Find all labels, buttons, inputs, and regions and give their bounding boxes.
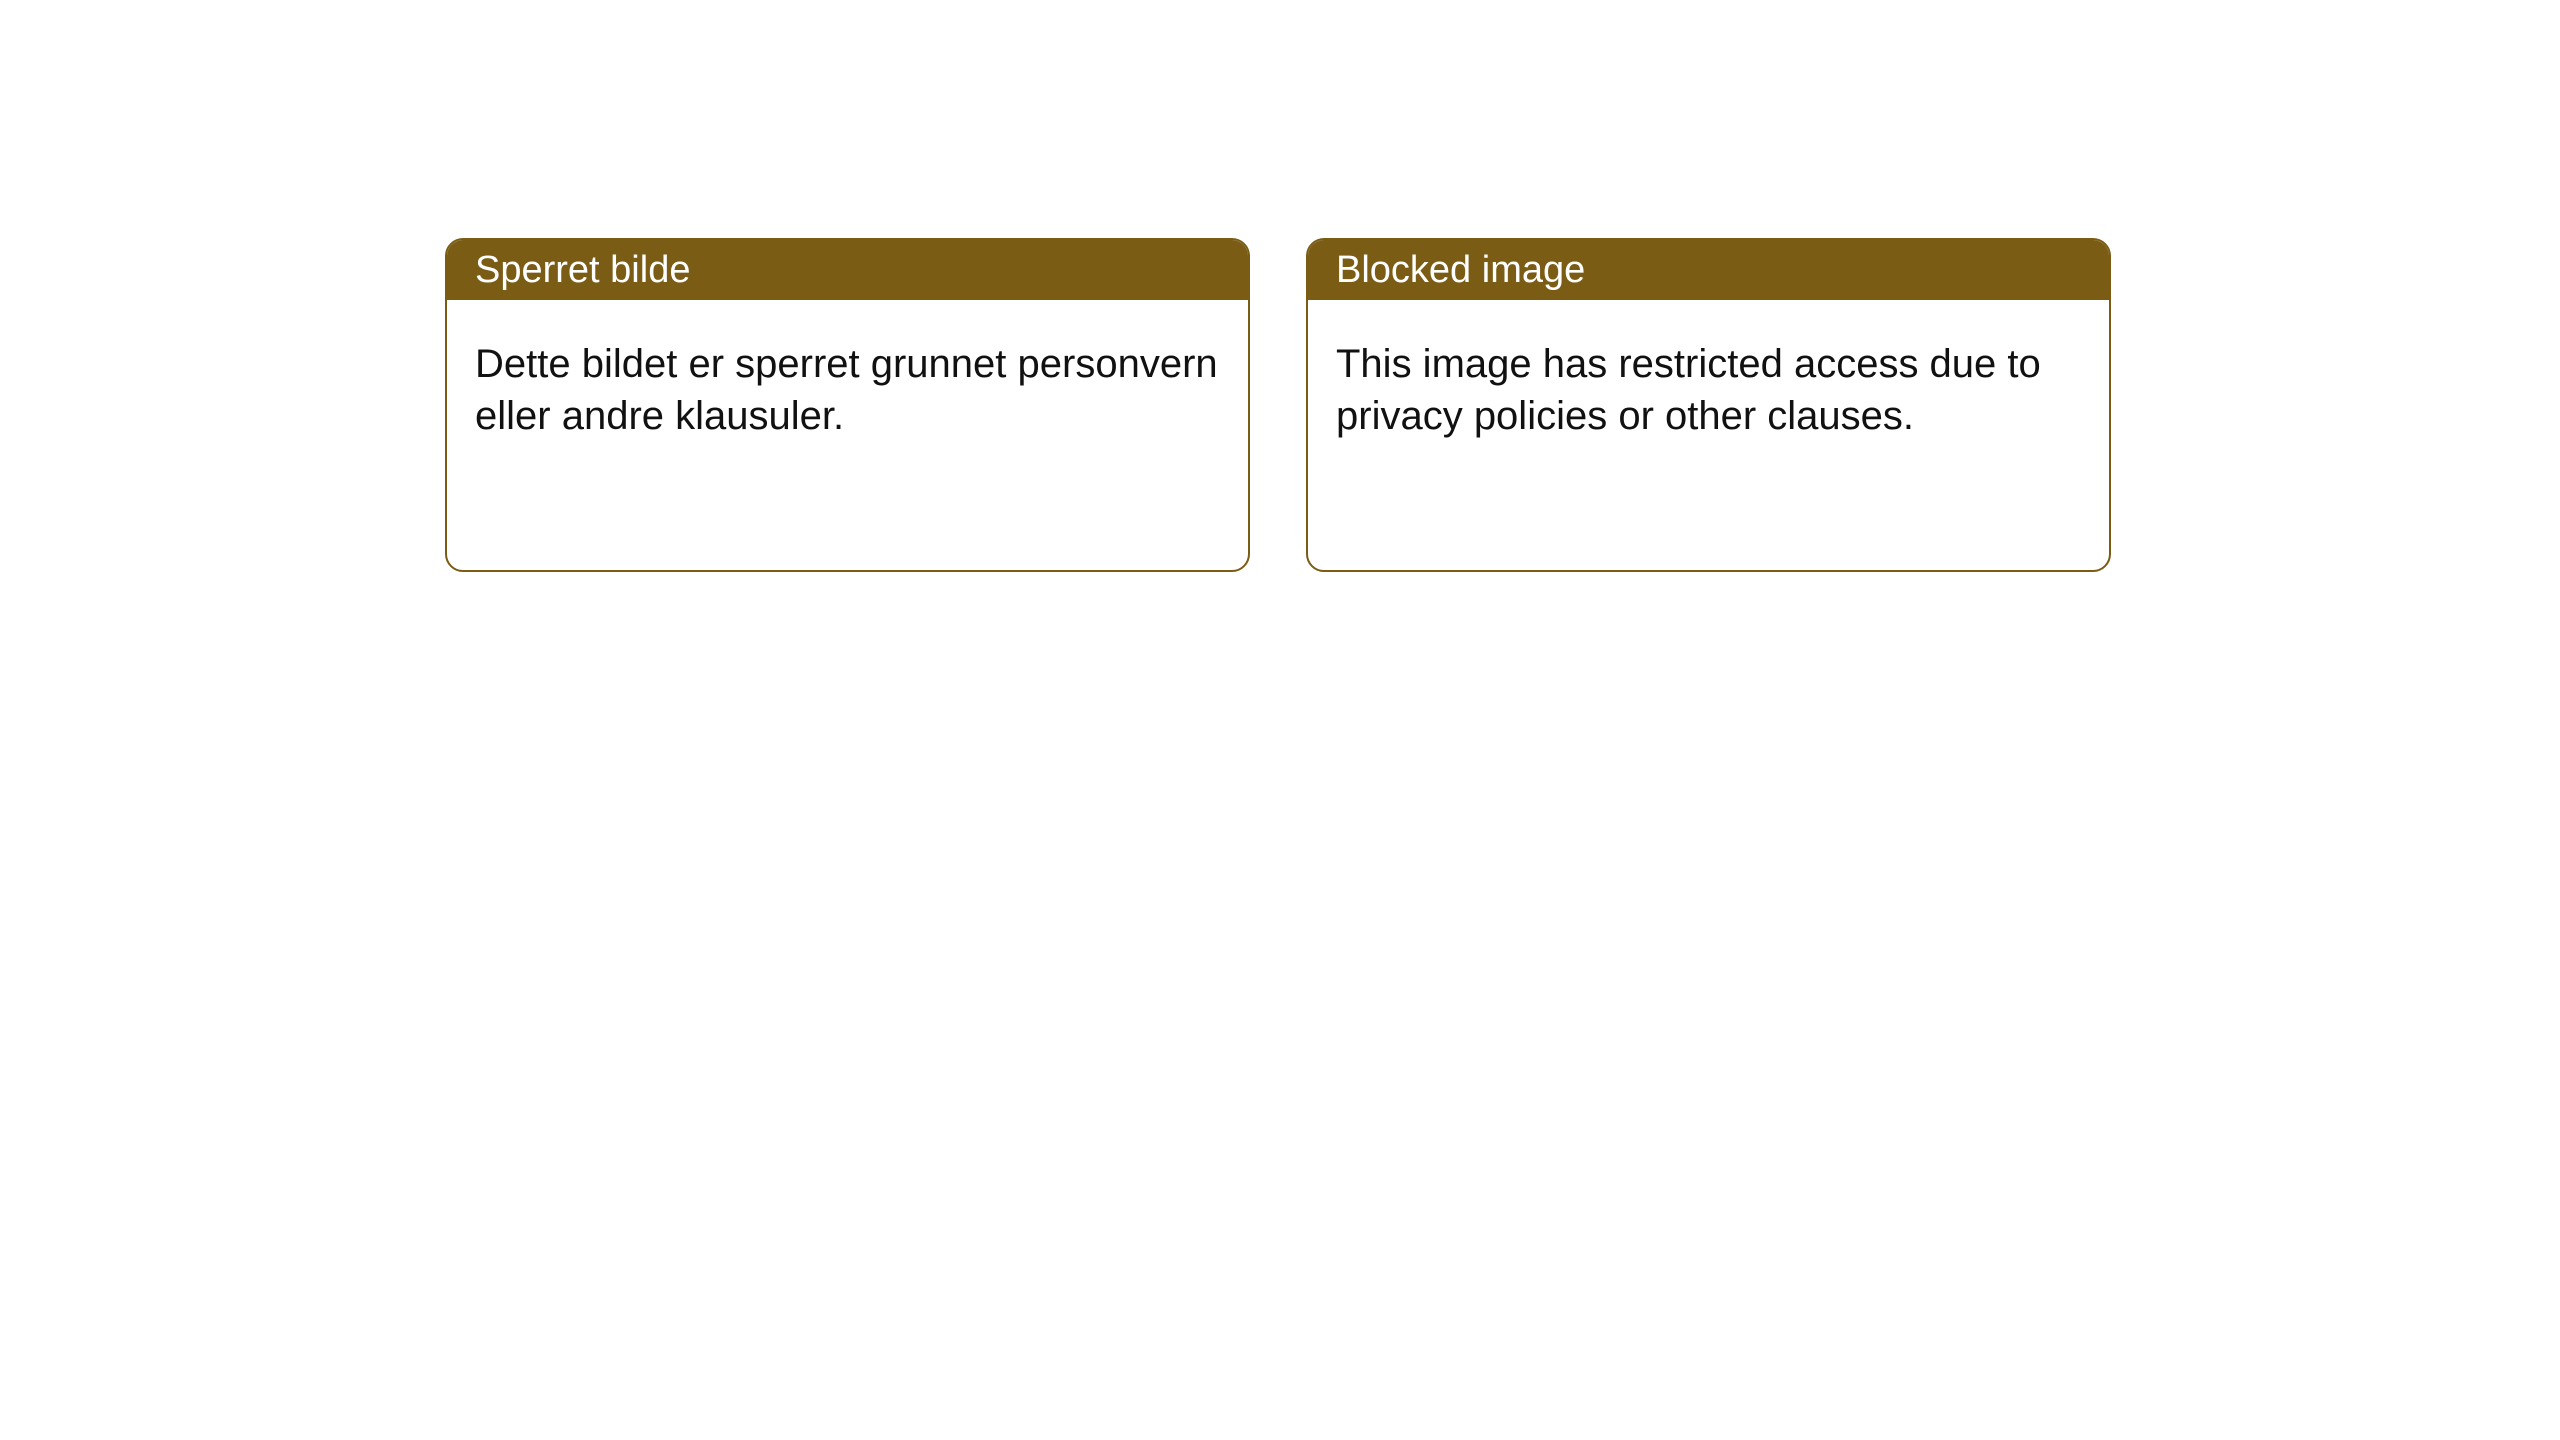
notice-header: Blocked image — [1308, 240, 2109, 300]
notice-container: Sperret bilde Dette bildet er sperret gr… — [0, 0, 2560, 572]
notice-message: This image has restricted access due to … — [1336, 342, 2041, 438]
notice-header: Sperret bilde — [447, 240, 1248, 300]
notice-body: This image has restricted access due to … — [1308, 300, 2109, 480]
notice-title: Blocked image — [1336, 249, 1585, 292]
notice-message: Dette bildet er sperret grunnet personve… — [475, 342, 1218, 438]
notice-box-norwegian: Sperret bilde Dette bildet er sperret gr… — [445, 238, 1250, 572]
notice-title: Sperret bilde — [475, 249, 690, 292]
notice-body: Dette bildet er sperret grunnet personve… — [447, 300, 1248, 480]
notice-box-english: Blocked image This image has restricted … — [1306, 238, 2111, 572]
